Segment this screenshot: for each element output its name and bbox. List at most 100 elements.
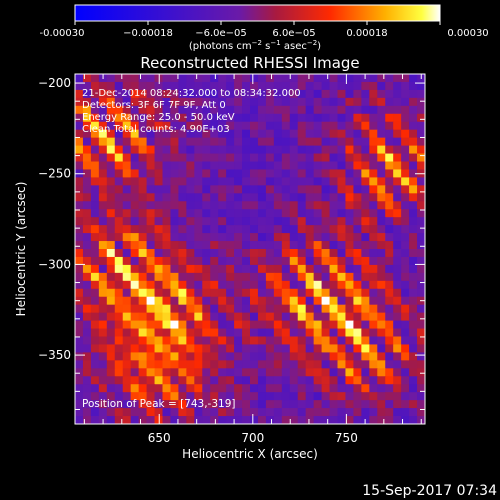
heatmap-cell — [154, 177, 164, 186]
heatmap-cell — [82, 121, 92, 131]
heatmap-cell — [273, 209, 283, 218]
heatmap-cell — [257, 408, 267, 417]
heatmap-cell — [377, 97, 386, 107]
heatmap-cell — [154, 352, 164, 361]
heatmap-cell — [353, 304, 362, 314]
heatmap-cell — [401, 233, 410, 242]
heatmap-cell — [130, 320, 140, 330]
heatmap-cell — [162, 105, 172, 115]
heatmap-cell — [321, 121, 331, 131]
heatmap-cell — [82, 145, 92, 155]
heatmap-cell — [178, 256, 187, 266]
heatmap-cell — [297, 97, 307, 107]
heatmap-cell — [202, 225, 211, 234]
heatmap-cell — [82, 193, 92, 202]
heatmap-cell — [297, 328, 307, 338]
heatmap-cell — [138, 233, 148, 242]
heatmap-cell — [329, 177, 339, 186]
heatmap-cell — [385, 225, 394, 234]
heatmap-cell — [361, 320, 370, 330]
heatmap-cell — [202, 169, 211, 178]
heatmap-cell — [273, 328, 283, 338]
heatmap-cell — [226, 312, 235, 322]
heatmap-cell — [257, 336, 267, 346]
heatmap-cell — [401, 384, 410, 393]
heatmap-cell — [90, 161, 100, 171]
colorbar-tick-label: 6.0e−05 — [272, 28, 315, 39]
heatmap-cell — [393, 217, 402, 226]
annotation-line: 21-Dec-2014 08:24:32.000 to 08:34:32.000 — [82, 88, 301, 99]
heatmap-cell — [226, 129, 235, 139]
heatmap-cell — [321, 241, 331, 250]
x-tick-label: 650 — [148, 431, 171, 445]
heatmap-cell — [305, 336, 315, 346]
heatmap-cell — [138, 256, 148, 266]
heatmap-cell — [202, 105, 211, 115]
heatmap-cell — [369, 392, 378, 401]
heatmap-cell — [106, 153, 116, 163]
heatmap-cell — [281, 256, 291, 266]
heatmap-cell — [281, 105, 291, 115]
heatmap-cell — [273, 145, 283, 155]
heatmap-cell — [194, 368, 203, 377]
heatmap-cell — [122, 177, 132, 186]
heatmap-cell — [106, 193, 116, 202]
heatmap-cell — [377, 249, 386, 258]
heatmap-cell — [130, 336, 140, 346]
heatmap-cell — [353, 137, 362, 147]
heatmap-cell — [265, 81, 275, 91]
heatmap-cell — [289, 312, 299, 322]
heatmap-cell — [170, 272, 179, 282]
heatmap-cell — [82, 344, 92, 353]
heatmap-cell — [353, 272, 362, 282]
heatmap-cell — [329, 408, 339, 417]
heatmap-cell — [337, 241, 347, 250]
heatmap-cell — [281, 185, 291, 194]
heatmap-cell — [242, 392, 251, 401]
heatmap-cell — [353, 392, 362, 401]
heatmap-cell — [385, 296, 394, 306]
heatmap-cell — [226, 256, 235, 266]
heatmap-cell — [321, 296, 331, 306]
heatmap-cell — [417, 89, 425, 99]
heatmap-cell — [75, 145, 84, 155]
heatmap-cell — [409, 169, 418, 178]
heatmap-cell — [90, 209, 100, 218]
heatmap-cell — [385, 264, 394, 274]
heatmap-cell — [130, 169, 140, 178]
heatmap-cell — [401, 129, 410, 139]
heatmap-cell — [289, 161, 299, 171]
heatmap-cell — [377, 74, 386, 83]
heatmap-cell — [202, 320, 211, 330]
heatmap-cell — [337, 360, 347, 369]
heatmap-cell — [170, 81, 179, 91]
heatmap-cell — [226, 233, 235, 242]
heatmap-cell — [90, 296, 100, 306]
colorbar-tick-label: −0.00018 — [123, 28, 173, 39]
heatmap-cell — [361, 304, 370, 314]
heatmap-cell — [146, 280, 156, 290]
heatmap-cell — [250, 105, 259, 115]
heatmap-cell — [337, 105, 347, 115]
heatmap-cell — [361, 400, 370, 409]
heatmap-cell — [226, 344, 235, 353]
heatmap-cell — [186, 81, 195, 91]
heatmap-cell — [313, 97, 323, 107]
heatmap-cell — [178, 304, 187, 314]
heatmap-cell — [186, 264, 195, 274]
heatmap-cell — [106, 201, 116, 210]
heatmap-cell — [361, 97, 370, 107]
heatmap-cell — [409, 288, 418, 298]
heatmap-cell — [377, 384, 386, 393]
heatmap-cell — [114, 360, 124, 369]
heatmap-cell — [345, 256, 354, 266]
heatmap-cell — [146, 249, 156, 258]
heatmap-cell — [265, 312, 275, 322]
heatmap-cell — [409, 81, 418, 91]
heatmap-cell — [90, 280, 100, 290]
heatmap-cell — [417, 344, 425, 353]
heatmap-cell — [170, 416, 179, 424]
heatmap-cell — [114, 121, 124, 131]
heatmap-cell — [305, 169, 315, 178]
heatmap-cell — [305, 241, 315, 250]
